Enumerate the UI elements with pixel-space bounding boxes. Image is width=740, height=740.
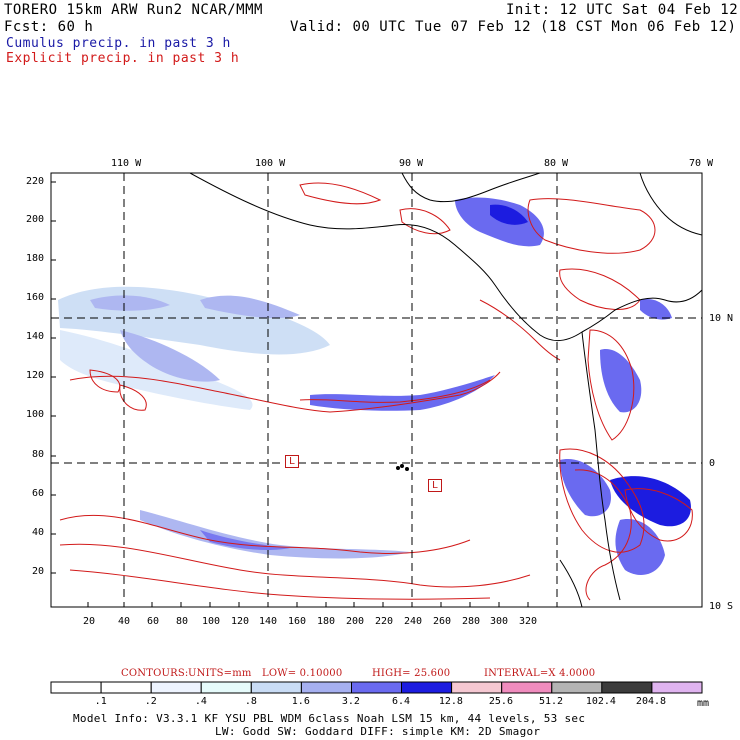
x-tick: 80	[176, 616, 189, 627]
x-tick: 260	[433, 616, 452, 627]
contours-low: LOW= 0.10000	[262, 668, 343, 679]
colorbar-label: 1.6	[291, 696, 310, 707]
lon-label: 90 W	[399, 158, 424, 169]
y-tick: 180	[26, 253, 45, 264]
y-tick: 220	[26, 176, 45, 187]
contours-units: UNITS=mm	[188, 668, 252, 679]
model-info-line2: LW: Godd SW: Goddard DIFF: simple KM: 2D…	[215, 725, 541, 738]
heavy-precip-areas	[310, 197, 691, 575]
legend-cumulus: Cumulus precip. in past 3 h	[6, 36, 231, 51]
y-tick: 80	[32, 449, 45, 460]
graticule	[51, 173, 702, 607]
y-tick: 40	[32, 527, 45, 538]
colorbar-label: 3.2	[341, 696, 360, 707]
model-info-line1: Model Info: V3.3.1 KF YSU PBL WDM 6class…	[73, 712, 586, 725]
lat-label: 10 S	[709, 601, 734, 612]
x-tick: 220	[375, 616, 394, 627]
colorbar-label: .8	[244, 696, 257, 707]
y-tick: 120	[26, 370, 45, 381]
y-tick: 140	[26, 331, 45, 342]
tick-marks	[51, 181, 529, 607]
colorbar-label: .4	[194, 696, 207, 707]
x-tick: 100	[202, 616, 221, 627]
x-tick: 160	[288, 616, 307, 627]
lon-label: 80 W	[544, 158, 569, 169]
y-tick: 160	[26, 292, 45, 303]
colorbar-label: .2	[144, 696, 157, 707]
lon-label: 110 W	[111, 158, 142, 169]
x-tick: 40	[118, 616, 131, 627]
lon-label: 100 W	[255, 158, 286, 169]
lat-label: 10 N	[709, 313, 734, 324]
forecast-hour: Fcst: 60 h	[4, 19, 94, 35]
x-tick: 20	[83, 616, 96, 627]
contours-interval: INTERVAL=X 4.0000	[484, 668, 596, 679]
y-tick: 100	[26, 409, 45, 420]
legend-explicit: Explicit precip. in past 3 h	[6, 51, 240, 66]
colorbar-label: 102.4	[585, 696, 616, 707]
lon-label: 70 W	[689, 158, 714, 169]
x-tick: 120	[231, 616, 250, 627]
x-tick: 60	[147, 616, 160, 627]
x-tick: 240	[404, 616, 423, 627]
x-tick: 280	[462, 616, 481, 627]
x-tick: 140	[259, 616, 278, 627]
x-tick: 300	[490, 616, 509, 627]
x-tick: 200	[346, 616, 365, 627]
colorbar-label: 51.2	[538, 696, 564, 707]
colorbar-unit: mm	[697, 698, 710, 709]
y-tick: 20	[32, 566, 45, 577]
colorbar-label: 6.4	[391, 696, 410, 707]
colorbar-label: 25.6	[488, 696, 513, 707]
lat-label: 0	[709, 458, 716, 469]
colorbar-label: .1	[94, 696, 107, 707]
contours-high: HIGH= 25.600	[372, 668, 451, 679]
low-pressure-marker: L	[428, 479, 443, 492]
colorbar-label: 204.8	[635, 696, 667, 707]
y-tick: 60	[32, 488, 45, 499]
coastlines	[189, 173, 702, 607]
low-pressure-marker: L	[285, 455, 300, 468]
contours-label: CONTOURS:	[121, 668, 189, 679]
x-tick: 180	[317, 616, 336, 627]
valid-time: Valid: 00 UTC Tue 07 Feb 12 (18 CST Mon …	[290, 19, 737, 35]
y-tick: 200	[26, 214, 45, 225]
colorbar-label: 12.8	[438, 696, 463, 707]
model-run-title: TORERO 15km ARW Run2 NCAR/MMM	[4, 2, 263, 18]
x-tick: 320	[519, 616, 538, 627]
init-time: Init: 12 UTC Sat 04 Feb 12	[506, 2, 739, 18]
